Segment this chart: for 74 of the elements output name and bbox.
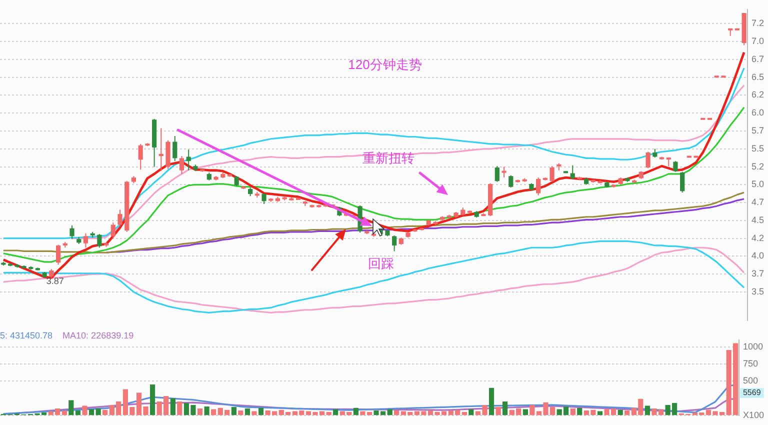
candlestick (118, 209, 122, 227)
text: 5569 (742, 388, 762, 398)
bar (190, 404, 196, 416)
bar (502, 402, 508, 416)
y-tick-label: 5.7 (751, 126, 764, 136)
candlestick (494, 166, 500, 182)
candlestick (673, 160, 678, 172)
bar (543, 402, 548, 416)
text: MA10: 226839.19 (62, 330, 134, 340)
y-tick-label: 3.5 (751, 286, 764, 296)
y-tick-label: 6.7 (751, 54, 764, 64)
annotation: 重新扭转 (362, 150, 415, 166)
candlestick (262, 192, 266, 204)
bar (68, 400, 74, 416)
bar (150, 384, 156, 416)
candlestick (550, 166, 554, 182)
bar (638, 398, 644, 416)
bar (163, 396, 169, 416)
candlestick (502, 166, 506, 178)
candlestick (83, 232, 88, 248)
y-tick-label: 5.5 (751, 143, 764, 154)
candlestick (110, 222, 116, 239)
y-tick-label: 4.5 (751, 214, 764, 225)
y-tick-label: 7.2 (751, 18, 764, 28)
y-tick-label: 6.2 (751, 90, 764, 100)
candlestick (508, 174, 514, 188)
candlestick (186, 149, 191, 171)
candlestick (646, 151, 650, 169)
annotation: 3.87 (46, 276, 64, 286)
bar (170, 398, 176, 416)
candlestick (680, 171, 685, 194)
y-tick-label: 4.0 (751, 250, 764, 261)
bar (177, 402, 182, 416)
bar (482, 404, 488, 416)
y-tick-label: 3.7 (751, 268, 764, 279)
candlestick (179, 156, 184, 174)
bar (116, 402, 122, 416)
candlestick (97, 234, 102, 248)
bar (109, 404, 114, 416)
bar (488, 388, 494, 416)
bar (732, 343, 738, 416)
y-tick-label: 5.2 (751, 161, 764, 172)
text: 5: 431450.78 (0, 330, 53, 340)
candlestick (172, 136, 178, 162)
candlestick (392, 234, 397, 252)
candlestick (70, 224, 74, 240)
y-tick-label: 4.7 (751, 197, 764, 208)
bar (530, 404, 535, 416)
y-tick-label: 6.0 (751, 108, 764, 118)
y-tick-label: 4.2 (751, 232, 764, 243)
candlestick (234, 176, 239, 187)
y-tick-label: 750 (742, 358, 758, 369)
bar (665, 404, 670, 416)
bar (644, 406, 650, 416)
candlestick (138, 143, 143, 170)
bar (184, 402, 190, 416)
y-tick-label: X100 (742, 410, 764, 420)
y-tick-label: 5.0 (751, 179, 764, 190)
bar (156, 402, 162, 416)
text: 120分钟走势 (348, 56, 422, 72)
bar (122, 389, 128, 416)
y-tick-label: 500 (742, 376, 758, 386)
annotation: 回踩 (368, 256, 394, 272)
y-tick-label: 7.0 (751, 36, 764, 46)
candlestick (158, 128, 164, 172)
y-tick-label: 6.5 (751, 72, 764, 82)
candlestick (56, 244, 61, 266)
bar (672, 402, 678, 416)
candlestick (570, 164, 575, 180)
bar (82, 406, 88, 416)
bar (136, 392, 142, 416)
bar (726, 350, 732, 416)
candlestick (536, 177, 541, 196)
y-tick-label: 1000 (742, 341, 764, 352)
